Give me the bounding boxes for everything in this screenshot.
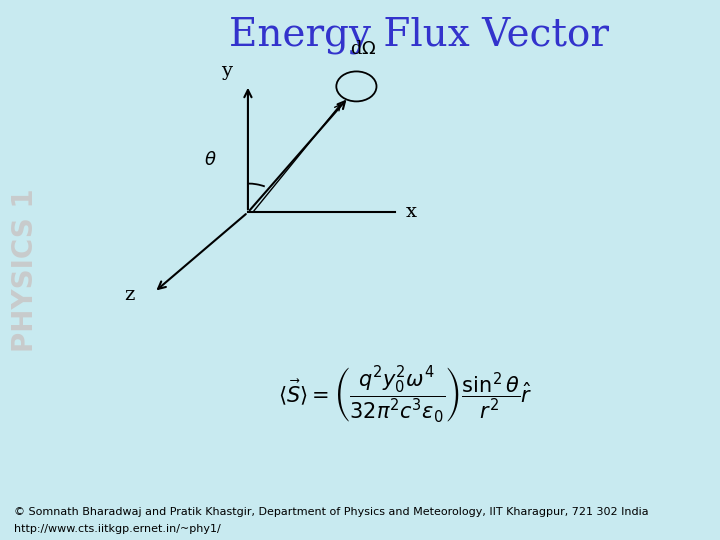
Text: PHYSICS 1: PHYSICS 1	[12, 188, 39, 352]
Text: d$\Omega$: d$\Omega$	[350, 40, 377, 58]
Text: http://www.cts.iitkgp.ernet.in/~phy1/: http://www.cts.iitkgp.ernet.in/~phy1/	[14, 524, 221, 534]
Text: $\theta$: $\theta$	[204, 151, 217, 169]
Text: $\langle \vec{S} \rangle = \left( \dfrac{q^2 y_0^2 \omega^4}{32\pi^2 c^3 \epsilo: $\langle \vec{S} \rangle = \left( \dfrac…	[278, 364, 533, 425]
Text: y: y	[221, 62, 232, 80]
Text: Energy Flux Vector: Energy Flux Vector	[229, 16, 608, 53]
Text: x: x	[405, 203, 416, 221]
Text: © Somnath Bharadwaj and Pratik Khastgir, Department of Physics and Meteorology, : © Somnath Bharadwaj and Pratik Khastgir,…	[14, 508, 649, 517]
Text: z: z	[124, 286, 135, 303]
